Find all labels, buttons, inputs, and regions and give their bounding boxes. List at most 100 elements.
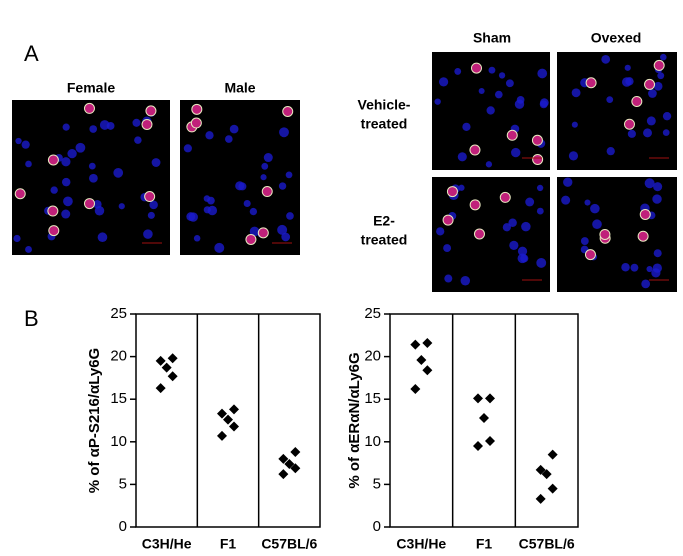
nucleus: [225, 135, 233, 143]
y-tick-label: 15: [364, 390, 381, 407]
nucleus: [15, 137, 22, 145]
nucleus: [571, 88, 581, 98]
y-tick-label: 25: [110, 305, 127, 322]
x-tick-label: C57BL/6: [261, 536, 317, 552]
data-point: [535, 493, 546, 504]
nucleus: [563, 177, 573, 187]
nucleus: [646, 116, 656, 126]
x-tick-label: F1: [476, 536, 493, 552]
nucleus: [260, 174, 267, 181]
nucleus: [621, 262, 630, 272]
nucleus: [214, 242, 225, 253]
nucleus: [203, 206, 211, 214]
nucleus: [50, 186, 58, 194]
cell: [532, 153, 544, 165]
nucleus: [536, 207, 544, 215]
nucleus: [143, 229, 153, 239]
nucleus: [94, 205, 105, 216]
nucleus: [205, 131, 214, 140]
nucleus: [520, 254, 529, 263]
nucleus: [584, 199, 591, 206]
nucleus: [485, 161, 493, 168]
cell: [469, 199, 481, 211]
nucleus: [521, 221, 531, 232]
nucleus: [89, 173, 98, 183]
nucleus: [75, 142, 86, 153]
nucleus: [509, 240, 519, 250]
data-point: [479, 412, 489, 423]
nucleus: [601, 54, 611, 64]
nucleus: [279, 127, 289, 138]
nucleus: [61, 177, 71, 187]
micrographs: [12, 52, 677, 292]
panel-label: A: [24, 41, 39, 66]
cell: [47, 205, 59, 217]
data-point: [485, 393, 495, 404]
nucleus: [132, 118, 141, 127]
y-tick-label: 5: [373, 475, 381, 492]
cell: [245, 233, 257, 245]
nucleus: [630, 263, 639, 272]
cell: [47, 154, 59, 166]
cell: [506, 129, 518, 141]
cell: [282, 106, 294, 118]
nucleus: [561, 195, 571, 205]
cell: [446, 186, 458, 198]
nucleus: [457, 152, 467, 162]
data-point: [229, 404, 239, 415]
cell: [631, 95, 643, 107]
row-label: E2-: [373, 213, 395, 229]
cell: [531, 134, 543, 146]
nucleus: [606, 96, 614, 104]
cell: [190, 117, 202, 129]
y-tick-label: 15: [110, 390, 127, 407]
nucleus: [592, 219, 602, 230]
cell: [623, 118, 635, 130]
nucleus: [238, 182, 247, 191]
nucleus: [539, 100, 548, 109]
nucleus: [436, 227, 445, 236]
nucleus: [653, 81, 663, 91]
nucleus: [21, 140, 30, 149]
nucleus: [444, 274, 453, 283]
nucleus: [261, 162, 269, 170]
data-point: [229, 421, 239, 432]
nucleus: [458, 184, 465, 191]
nucleus: [25, 160, 32, 168]
nucleus: [25, 246, 32, 253]
nucleus: [653, 182, 663, 192]
nucleus: [536, 184, 544, 192]
data-point: [410, 383, 421, 394]
data-point: [535, 464, 546, 475]
nucleus: [508, 218, 517, 227]
nucleus: [207, 196, 215, 205]
data-point: [422, 365, 433, 376]
nucleus: [580, 237, 589, 245]
cell: [584, 249, 596, 261]
nucleus: [511, 147, 521, 158]
nucleus: [62, 123, 70, 131]
nucleus: [505, 79, 514, 88]
nucleus: [646, 265, 653, 273]
data-point: [290, 447, 301, 458]
nucleus: [643, 128, 652, 138]
cell: [470, 62, 482, 74]
data-point: [167, 371, 178, 382]
data-point: [410, 339, 421, 350]
nucleus: [460, 276, 471, 286]
data-point: [217, 430, 227, 441]
data-point: [473, 441, 483, 452]
cell: [14, 188, 26, 200]
nucleus: [652, 194, 662, 204]
nucleus: [606, 147, 615, 156]
cell: [644, 78, 656, 90]
cell: [83, 198, 95, 210]
cell: [653, 59, 665, 71]
y-tick-label: 10: [364, 433, 381, 450]
data-point: [155, 383, 166, 394]
image-label: Male: [224, 80, 255, 96]
image-label: Sham: [473, 30, 511, 46]
data-point: [422, 337, 433, 348]
nucleus: [660, 53, 667, 61]
data-point: [284, 458, 295, 469]
